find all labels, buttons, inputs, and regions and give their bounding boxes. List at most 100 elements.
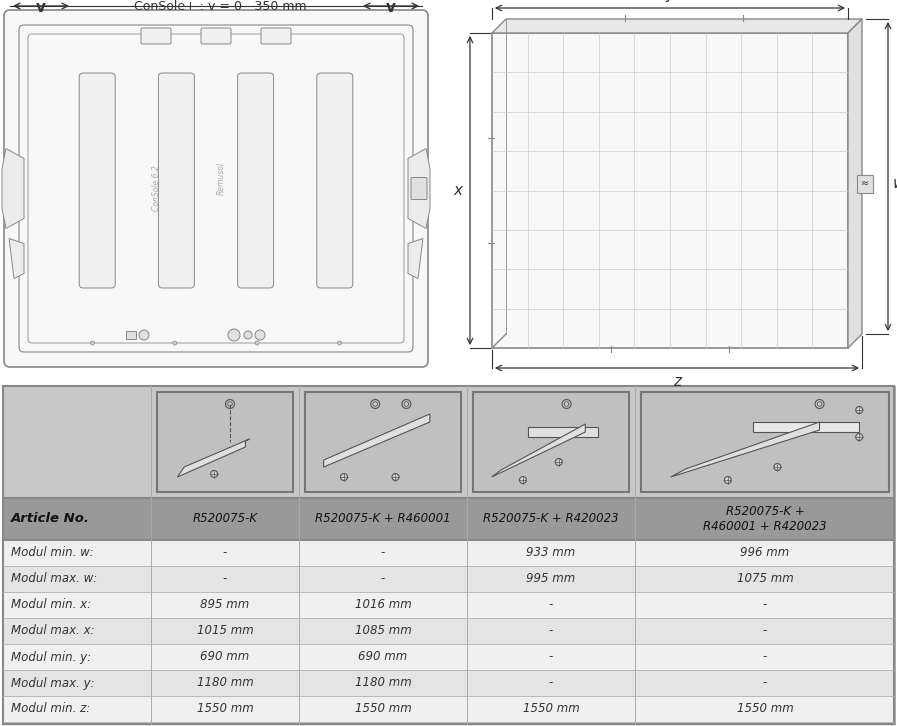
Circle shape	[564, 401, 569, 407]
Text: R520075-K +
R460001 + R420023: R520075-K + R460001 + R420023	[703, 505, 827, 533]
FancyBboxPatch shape	[141, 28, 171, 44]
Bar	[3, 696, 894, 722]
Text: -: -	[222, 547, 227, 560]
FancyBboxPatch shape	[317, 73, 353, 288]
Text: w: w	[893, 176, 897, 191]
Text: ≈: ≈	[861, 179, 869, 189]
Bar	[3, 566, 894, 592]
Text: -: -	[222, 573, 227, 585]
Text: -: -	[381, 573, 385, 585]
Text: Modul min. y:: Modul min. y:	[11, 650, 91, 664]
Text: R520075-K: R520075-K	[193, 513, 257, 526]
Bar	[126, 331, 136, 339]
FancyBboxPatch shape	[201, 28, 231, 44]
Text: -: -	[549, 598, 553, 611]
Polygon shape	[492, 424, 586, 477]
Bar	[3, 386, 894, 724]
FancyBboxPatch shape	[79, 73, 115, 288]
FancyBboxPatch shape	[411, 177, 427, 200]
Circle shape	[255, 330, 265, 340]
Polygon shape	[848, 19, 862, 348]
Text: 690 mm: 690 mm	[359, 650, 407, 664]
Text: 933 mm: 933 mm	[527, 547, 576, 560]
Text: Remusol: Remusol	[216, 162, 225, 195]
Circle shape	[256, 341, 259, 345]
Circle shape	[337, 341, 342, 345]
Bar	[305, 392, 461, 492]
FancyBboxPatch shape	[4, 10, 428, 367]
Text: -: -	[762, 650, 767, 664]
Text: Modul max. x:: Modul max. x:	[11, 624, 94, 637]
Circle shape	[341, 473, 347, 481]
Text: -: -	[549, 650, 553, 664]
Circle shape	[856, 433, 863, 441]
Bar	[3, 722, 894, 726]
Text: ConSole 6.2: ConSole 6.2	[152, 166, 161, 211]
Circle shape	[139, 330, 149, 340]
Bar	[3, 644, 894, 670]
Text: 1550 mm: 1550 mm	[196, 703, 253, 716]
Text: 1075 mm: 1075 mm	[736, 573, 793, 585]
Polygon shape	[527, 427, 597, 437]
Text: -: -	[381, 547, 385, 560]
Circle shape	[519, 476, 527, 484]
Polygon shape	[178, 439, 249, 477]
Text: 1180 mm: 1180 mm	[196, 677, 253, 690]
Circle shape	[173, 341, 177, 345]
Circle shape	[817, 401, 822, 407]
Text: v: v	[386, 0, 396, 15]
FancyBboxPatch shape	[261, 28, 291, 44]
Text: 1180 mm: 1180 mm	[354, 677, 412, 690]
Text: Modul min. w:: Modul min. w:	[11, 547, 94, 560]
Text: -: -	[762, 624, 767, 637]
Bar	[857, 174, 873, 192]
Text: -: -	[762, 598, 767, 611]
Bar	[492, 33, 848, 348]
Text: v: v	[36, 0, 46, 15]
Polygon shape	[671, 422, 820, 477]
Circle shape	[405, 401, 409, 407]
Polygon shape	[492, 19, 862, 33]
Circle shape	[373, 401, 378, 407]
Circle shape	[774, 463, 781, 470]
Text: 1550 mm: 1550 mm	[736, 703, 793, 716]
Circle shape	[211, 470, 218, 478]
Text: -: -	[549, 624, 553, 637]
Text: 1015 mm: 1015 mm	[196, 624, 253, 637]
Bar	[157, 392, 293, 492]
FancyBboxPatch shape	[159, 73, 195, 288]
Text: 690 mm: 690 mm	[200, 650, 249, 664]
Bar	[641, 392, 889, 492]
Polygon shape	[324, 414, 430, 467]
Text: x: x	[453, 183, 462, 198]
Text: Article No.: Article No.	[11, 513, 90, 526]
Text: 1550 mm: 1550 mm	[523, 703, 579, 716]
Bar	[473, 392, 629, 492]
Bar	[3, 670, 894, 696]
Text: Modul max. w:: Modul max. w:	[11, 573, 97, 585]
Text: 1550 mm: 1550 mm	[354, 703, 412, 716]
Circle shape	[555, 459, 562, 465]
Circle shape	[724, 476, 731, 484]
Circle shape	[91, 341, 94, 345]
Text: ConSole+ : v = 0 - 350 mm: ConSole+ : v = 0 - 350 mm	[134, 0, 306, 13]
Text: -: -	[762, 677, 767, 690]
Text: -: -	[549, 677, 553, 690]
Polygon shape	[408, 239, 423, 279]
Polygon shape	[753, 422, 859, 432]
Text: 1085 mm: 1085 mm	[354, 624, 412, 637]
Text: z: z	[673, 374, 681, 389]
Circle shape	[228, 329, 240, 341]
Circle shape	[228, 401, 232, 407]
Text: 895 mm: 895 mm	[200, 598, 249, 611]
Polygon shape	[9, 239, 24, 279]
Bar	[3, 386, 894, 724]
Bar	[3, 618, 894, 644]
Circle shape	[244, 331, 252, 339]
Circle shape	[392, 473, 399, 481]
Text: Modul min. z:: Modul min. z:	[11, 703, 91, 716]
Text: 1016 mm: 1016 mm	[354, 598, 412, 611]
Text: 996 mm: 996 mm	[740, 547, 789, 560]
Bar	[3, 592, 894, 618]
Bar	[3, 540, 894, 566]
